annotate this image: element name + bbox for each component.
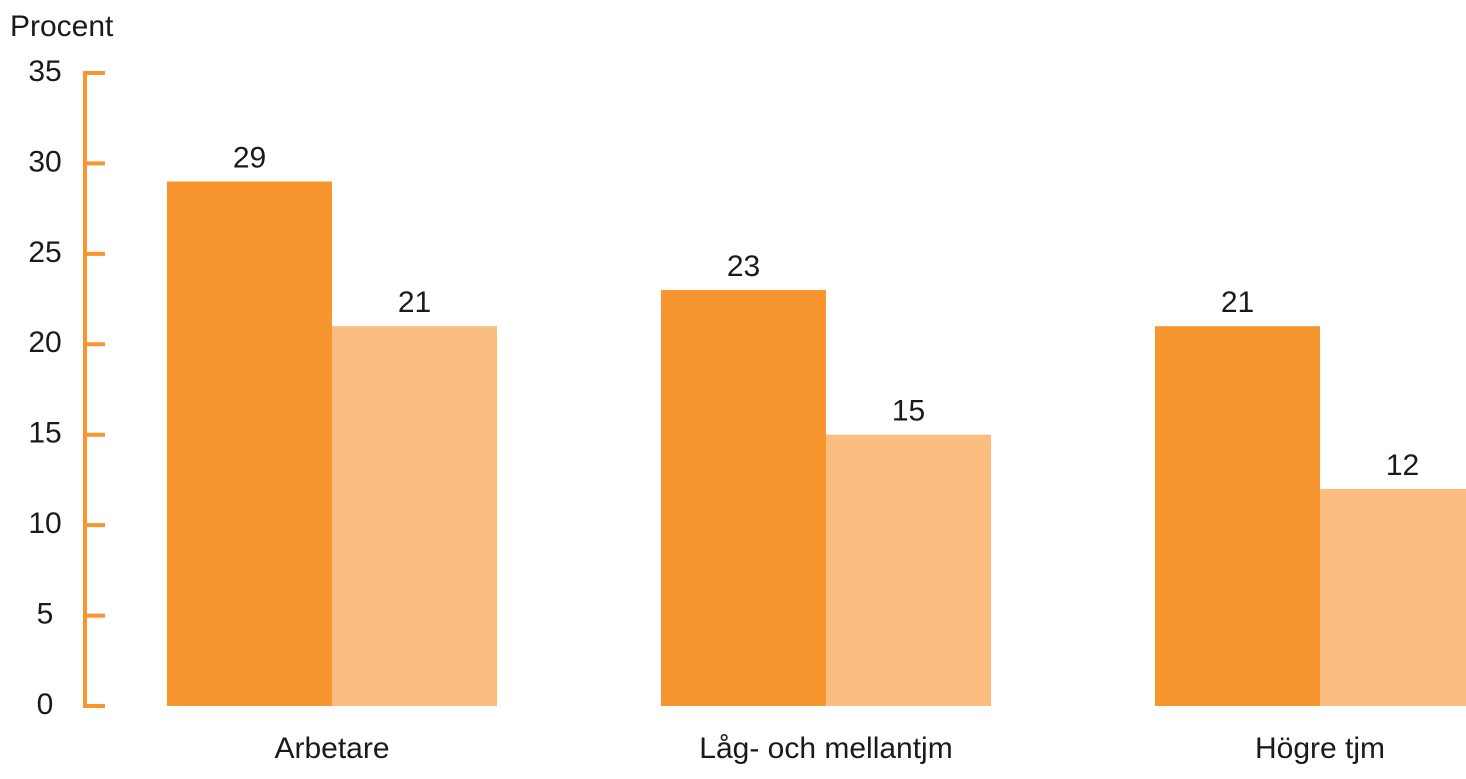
y-tick-label: 30: [28, 145, 61, 178]
y-tick-label: 35: [28, 55, 61, 88]
y-tick-label: 0: [37, 688, 54, 721]
y-tick-label: 5: [37, 597, 54, 630]
bar: [332, 326, 497, 706]
bar: [1155, 326, 1320, 706]
bar: [167, 181, 332, 706]
y-tick-label: 10: [28, 507, 61, 540]
value-label: 21: [1221, 286, 1254, 319]
value-label: 23: [727, 250, 760, 283]
value-label: 21: [398, 286, 431, 319]
y-tick-label: 20: [28, 326, 61, 359]
value-label: 29: [233, 141, 266, 174]
x-tick-label: Arbetare: [274, 732, 389, 765]
bar: [826, 434, 991, 706]
y-tick-label: 25: [28, 236, 61, 269]
bar: [1320, 488, 1466, 706]
value-label: 15: [892, 395, 925, 428]
bar: [661, 290, 826, 706]
x-tick-label: Högre tjm: [1255, 732, 1385, 765]
x-tick-label: Låg- och mellantjm: [699, 732, 952, 765]
y-tick-label: 15: [28, 417, 61, 450]
y-axis-label: Procent: [10, 10, 114, 43]
value-label: 12: [1386, 449, 1419, 482]
